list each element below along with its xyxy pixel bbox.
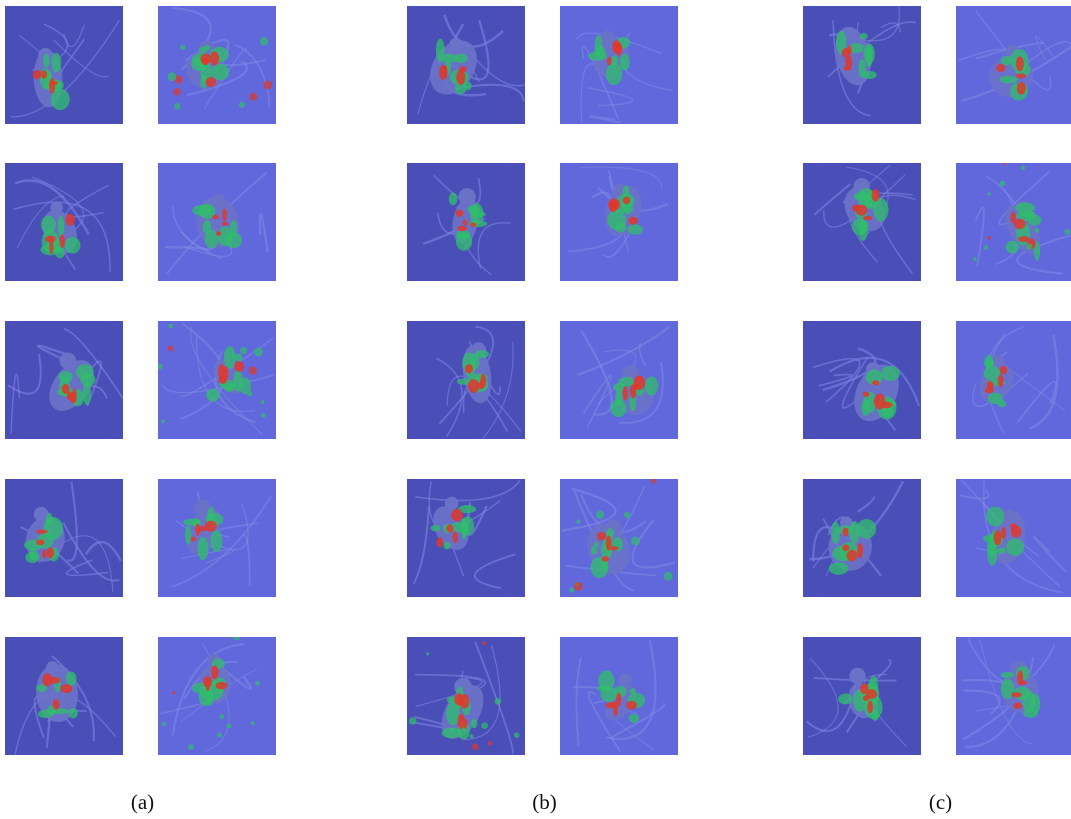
heatmap-tile — [158, 479, 276, 597]
heatmap-tile — [407, 637, 525, 755]
attention-heatmap — [560, 163, 678, 281]
heatmap-tile — [803, 6, 921, 124]
attention-heatmap — [407, 163, 525, 281]
attention-heatmap — [956, 479, 1071, 597]
attention-heatmap — [560, 479, 678, 597]
heatmap-tile — [803, 163, 921, 281]
panel-c: (c) — [803, 0, 1071, 819]
attention-heatmap — [158, 163, 276, 281]
heatmap-tile — [956, 637, 1071, 755]
heatmap-tile — [803, 637, 921, 755]
panel-caption: (b) — [532, 790, 557, 814]
heatmap-tile — [407, 479, 525, 597]
heatmap-tile — [956, 321, 1071, 439]
heatmap-tile — [956, 479, 1071, 597]
heatmap-tile — [803, 321, 921, 439]
heatmap-tile — [5, 637, 123, 755]
heatmap-tile — [956, 163, 1071, 281]
panel-caption: (a) — [130, 790, 155, 814]
attention-heatmap — [560, 321, 678, 439]
heatmap-tile — [560, 637, 678, 755]
attention-heatmap — [407, 637, 525, 755]
attention-heatmap — [158, 321, 276, 439]
heatmap-tile — [407, 321, 525, 439]
attention-heatmap — [158, 479, 276, 597]
heatmap-tile — [5, 6, 123, 124]
attention-heatmap — [803, 6, 921, 124]
attention-heatmap — [5, 479, 123, 597]
heatmap-tile — [560, 479, 678, 597]
attention-heatmap — [956, 321, 1071, 439]
attention-heatmap — [956, 6, 1071, 124]
heatmap-tile — [5, 321, 123, 439]
panel-b: (b) — [407, 0, 682, 819]
heatmap-tile — [407, 163, 525, 281]
heatmap-tile — [560, 321, 678, 439]
panel-a: (a) — [5, 0, 280, 819]
heatmap-tile — [158, 6, 276, 124]
attention-heatmap — [956, 637, 1071, 755]
attention-heatmap — [560, 6, 678, 124]
heatmap-tile — [803, 479, 921, 597]
attention-heatmap — [407, 321, 525, 439]
attention-heatmap — [560, 637, 678, 755]
heatmap-tile — [5, 479, 123, 597]
heatmap-tile — [407, 6, 525, 124]
attention-heatmap — [803, 637, 921, 755]
attention-heatmap — [803, 479, 921, 597]
attention-heatmap — [5, 6, 123, 124]
heatmap-tile — [560, 6, 678, 124]
heatmap-tile — [5, 163, 123, 281]
attention-heatmap — [956, 163, 1071, 281]
attention-heatmap — [158, 637, 276, 755]
heatmap-tile — [560, 163, 678, 281]
attention-heatmap — [407, 479, 525, 597]
attention-heatmap — [158, 6, 276, 124]
attention-heatmap — [5, 321, 123, 439]
attention-heatmap — [803, 321, 921, 439]
heatmap-tile — [158, 637, 276, 755]
heatmap-tile — [158, 163, 276, 281]
heatmap-tile — [158, 321, 276, 439]
attention-heatmap — [5, 163, 123, 281]
heatmap-tile — [956, 6, 1071, 124]
attention-heatmap — [5, 637, 123, 755]
panel-caption: (c) — [928, 790, 953, 814]
attention-heatmap — [803, 163, 921, 281]
attention-heatmap — [407, 6, 525, 124]
